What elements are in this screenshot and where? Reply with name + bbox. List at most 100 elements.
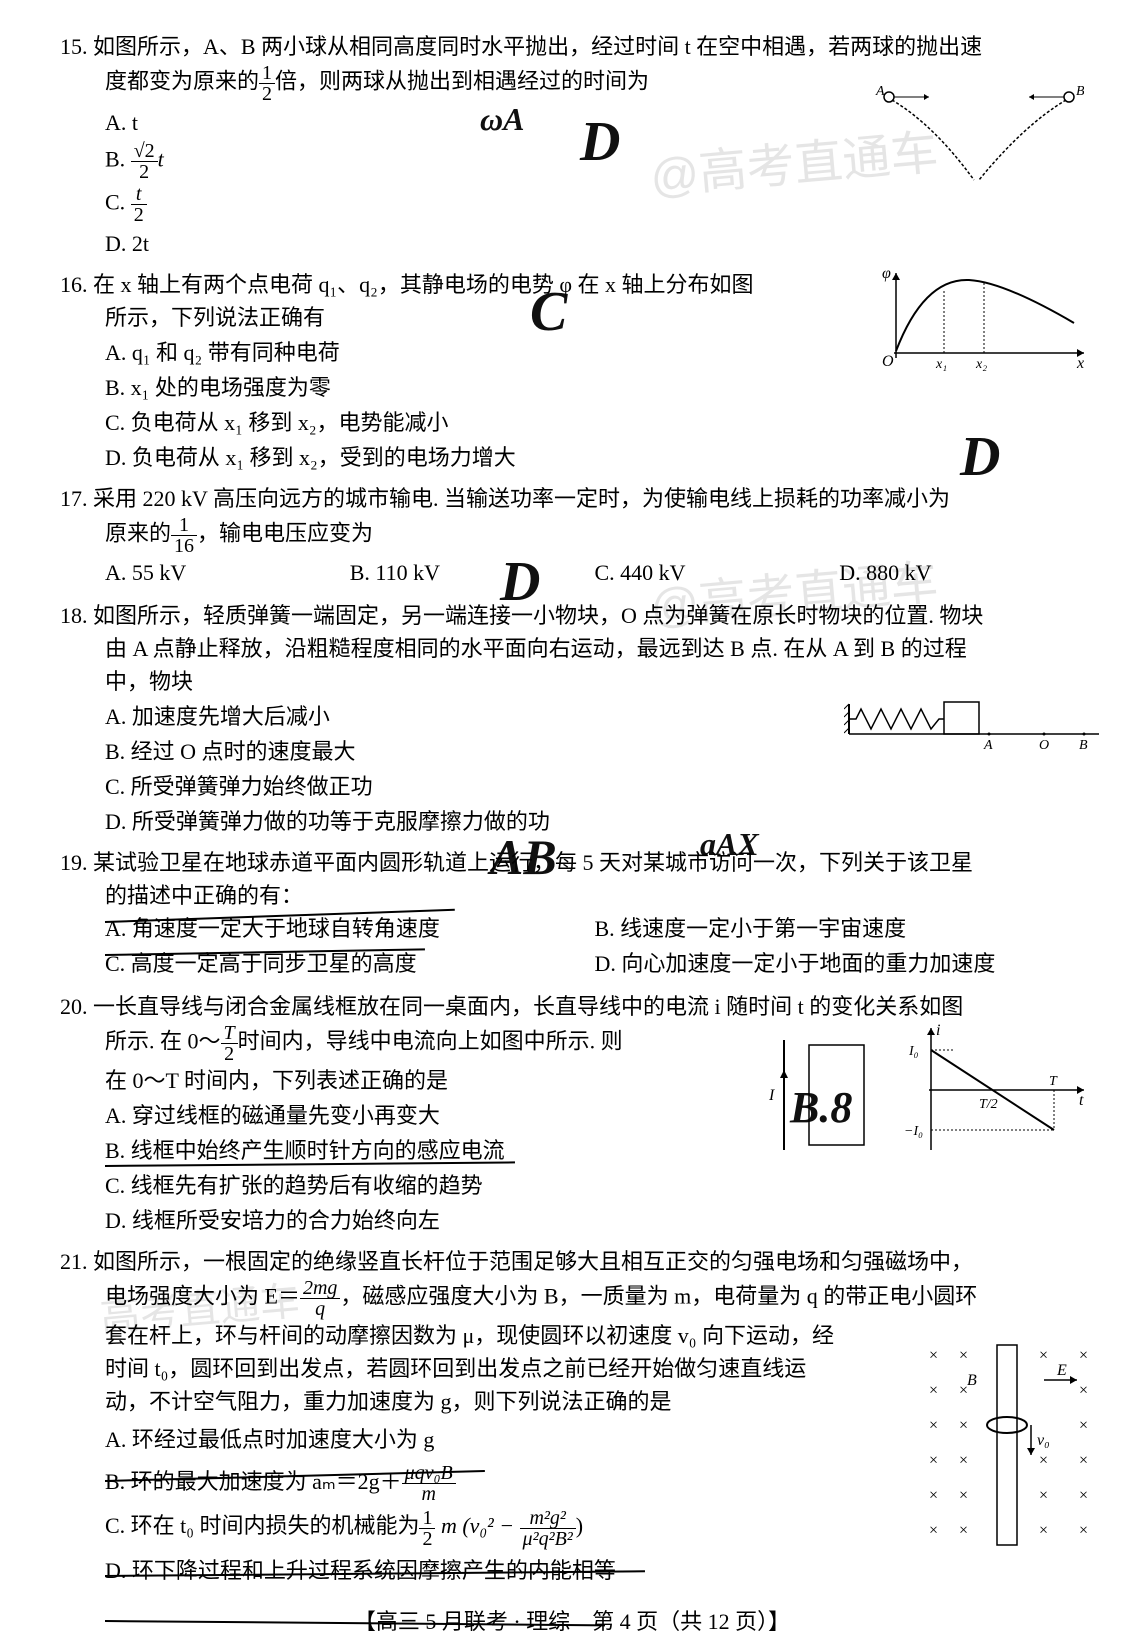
q17-b: B. 110 kV xyxy=(350,556,595,589)
svg-text:A: A xyxy=(983,738,993,753)
svg-text:T: T xyxy=(1049,1074,1058,1089)
svg-text:×: × xyxy=(929,1522,938,1539)
svg-text:×: × xyxy=(929,1452,938,1469)
question-21: 21. 如图所示，一根固定的绝缘竖直长杆位于范围足够大且相互正交的匀强电场和匀强… xyxy=(60,1245,1084,1590)
svg-text:×: × xyxy=(959,1487,968,1504)
q17-text2: 原来的 xyxy=(105,521,171,546)
svg-text:×: × xyxy=(1079,1487,1088,1504)
svg-text:×: × xyxy=(1079,1382,1088,1399)
svg-text:×: × xyxy=(1079,1417,1088,1434)
svg-text:×: × xyxy=(959,1347,968,1364)
svg-text:t: t xyxy=(1079,1092,1084,1109)
question-19: 19. 某试验卫星在地球赤道平面内圆形轨道上运行，每 5 天对某城市访问一次，下… xyxy=(60,846,1084,982)
q21-text2a: 电场强度大小为 E＝ xyxy=(105,1284,300,1309)
q15-text2b: 倍，则两球从抛出到相遇经过的时间为 xyxy=(275,69,649,94)
q20-diagram-b: i t I₀ −I₀ T T/2 xyxy=(904,1020,1094,1160)
svg-text:×: × xyxy=(1079,1347,1088,1364)
q20-text1: 一长直导线与闭合金属线框放在同一桌面内，长直导线中的电流 i 随时间 t 的变化… xyxy=(93,994,963,1019)
q19-num: 19. xyxy=(60,850,88,875)
q20-text2a: 所示. 在 0～ xyxy=(105,1029,221,1054)
q21-diagram: ×××× ××× ××× ×××× ×××× ×××× v₀ E B xyxy=(919,1340,1099,1550)
svg-text:T/2: T/2 xyxy=(979,1097,998,1112)
q18-num: 18. xyxy=(60,603,88,628)
svg-text:B: B xyxy=(1076,85,1084,99)
svg-text:x₂: x₂ xyxy=(975,357,987,372)
svg-text:−I₀: −I₀ xyxy=(904,1124,923,1139)
q19-a: A. 角速度一定大于地球自转角速度 xyxy=(105,912,595,945)
q17-text2b: ，输电电压应变为 xyxy=(197,521,373,546)
question-16: 16. 在 x 轴上有两个点电荷 q₁、q₂，其静电场的电势 φ 在 x 轴上分… xyxy=(60,268,1084,474)
svg-text:×: × xyxy=(959,1417,968,1434)
svg-text:I₀: I₀ xyxy=(908,1044,919,1059)
q18-text1: 如图所示，轻质弹簧一端固定，另一端连接一小物块，O 点为弹簧在原长时物块的位置.… xyxy=(93,603,983,628)
q17-d: D. 880 kV xyxy=(839,556,1084,589)
q18-d: D. 所受弹簧弹力做的功等于克服摩擦力做的功 xyxy=(105,805,1084,838)
question-15: 15. 如图所示，A、B 两小球从相同高度同时水平抛出，经过时间 t 在空中相遇… xyxy=(60,30,1084,260)
q17-a: A. 55 kV xyxy=(105,556,350,589)
q16-diagram: φ O x x₁ x₂ xyxy=(874,268,1094,378)
q18-text2: 由 A 点静止释放，沿粗糙程度相同的水平面向右运动，最远到达 B 点. 在从 A… xyxy=(105,632,1084,665)
svg-text:×: × xyxy=(1039,1347,1048,1364)
q20-frac-n: T xyxy=(221,1023,238,1044)
q19-text2: 的描述中正确的有： xyxy=(105,879,1084,912)
q15-frac-d: 2 xyxy=(259,84,275,104)
svg-text:i: i xyxy=(936,1022,940,1039)
q17-frac-n: 1 xyxy=(171,515,197,536)
q21-text1: 如图所示，一根固定的绝缘竖直长杆位于范围足够大且相互正交的匀强电场和匀强磁场中， xyxy=(93,1249,973,1274)
svg-text:×: × xyxy=(929,1382,938,1399)
svg-text:×: × xyxy=(1079,1452,1088,1469)
svg-text:×: × xyxy=(959,1452,968,1469)
q16-d: D. 负电荷从 x₁ 移到 x₂，受到的电场力增大 xyxy=(105,441,1084,474)
q16-text1: 在 x 轴上有两个点电荷 q₁、q₂，其静电场的电势 φ 在 x 轴上分布如图 xyxy=(93,272,754,297)
question-17: 17. 采用 220 kV 高压向远方的城市输电. 当输送功率一定时，为使输电线… xyxy=(60,482,1084,591)
svg-text:O: O xyxy=(882,353,894,370)
q18-c: C. 所受弹簧弹力始终做正功 xyxy=(105,770,1084,803)
q17-text1: 采用 220 kV 高压向远方的城市输电. 当输送功率一定时，为使输电线上损耗的… xyxy=(93,486,950,511)
svg-text:v₀: v₀ xyxy=(1037,1432,1050,1449)
svg-text:φ: φ xyxy=(882,268,891,282)
svg-text:×: × xyxy=(1079,1522,1088,1539)
q15-diagram: A B xyxy=(874,85,1084,195)
q20-c: C. 线框先有扩张的趋势后有收缩的趋势 xyxy=(105,1169,1084,1202)
q15-text1: 如图所示，A、B 两小球从相同高度同时水平抛出，经过时间 t 在空中相遇，若两球… xyxy=(93,34,982,59)
q15-text2: 度都变为原来的 xyxy=(105,69,259,94)
q18-diagram: A O B xyxy=(844,684,1104,754)
svg-text:x₁: x₁ xyxy=(935,357,947,372)
svg-text:B: B xyxy=(1079,738,1088,753)
question-20: 20. 一长直导线与闭合金属线框放在同一桌面内，长直导线中的电流 i 随时间 t… xyxy=(60,990,1084,1237)
svg-text:×: × xyxy=(929,1417,938,1434)
q17-frac-d: 16 xyxy=(171,536,197,556)
svg-text:×: × xyxy=(929,1487,938,1504)
svg-text:×: × xyxy=(1039,1452,1048,1469)
q20-num: 20. xyxy=(60,994,88,1019)
q21-frac-d: q xyxy=(300,1299,340,1319)
svg-text:×: × xyxy=(929,1347,938,1364)
q19-text1: 某试验卫星在地球赤道平面内圆形轨道上运行，每 5 天对某城市访问一次，下列关于该… xyxy=(93,850,973,875)
svg-text:x: x xyxy=(1076,355,1084,372)
q20-d: D. 线框所受安培力的合力始终向左 xyxy=(105,1204,1084,1237)
q15-num: 15. xyxy=(60,34,88,59)
svg-text:I: I xyxy=(768,1087,775,1104)
svg-text:O: O xyxy=(1039,738,1049,753)
q17-num: 17. xyxy=(60,486,88,511)
q20-frac-d: 2 xyxy=(221,1044,238,1064)
q16-c: C. 负电荷从 x₁ 移到 x₂，电势能减小 xyxy=(105,406,1084,439)
svg-text:×: × xyxy=(1039,1522,1048,1539)
svg-text:×: × xyxy=(959,1522,968,1539)
q21-num: 21. xyxy=(60,1249,88,1274)
question-18: 18. 如图所示，轻质弹簧一端固定，另一端连接一小物块，O 点为弹簧在原长时物块… xyxy=(60,599,1084,838)
q21-frac-n: 2mg xyxy=(300,1278,340,1299)
q21-text2b: ，磁感应强度大小为 B，一质量为 m，电荷量为 q 的带正电小圆环 xyxy=(340,1284,977,1309)
q20-diagram-a: I xyxy=(764,1030,884,1160)
svg-text:×: × xyxy=(1039,1487,1048,1504)
q20-text2b: 时间内，导线中电流向上如图中所示. 则 xyxy=(238,1029,623,1054)
svg-text:B: B xyxy=(967,1372,977,1389)
q15-frac-n: 1 xyxy=(259,63,275,84)
svg-text:E: E xyxy=(1056,1362,1067,1379)
q19-d: D. 向心加速度一定小于地面的重力加速度 xyxy=(595,947,1085,980)
q17-c: C. 440 kV xyxy=(595,556,840,589)
svg-text:A: A xyxy=(875,85,885,99)
q19-b: B. 线速度一定小于第一宇宙速度 xyxy=(595,912,1085,945)
q16-num: 16. xyxy=(60,272,88,297)
q15-d: D. 2t xyxy=(105,227,1084,260)
